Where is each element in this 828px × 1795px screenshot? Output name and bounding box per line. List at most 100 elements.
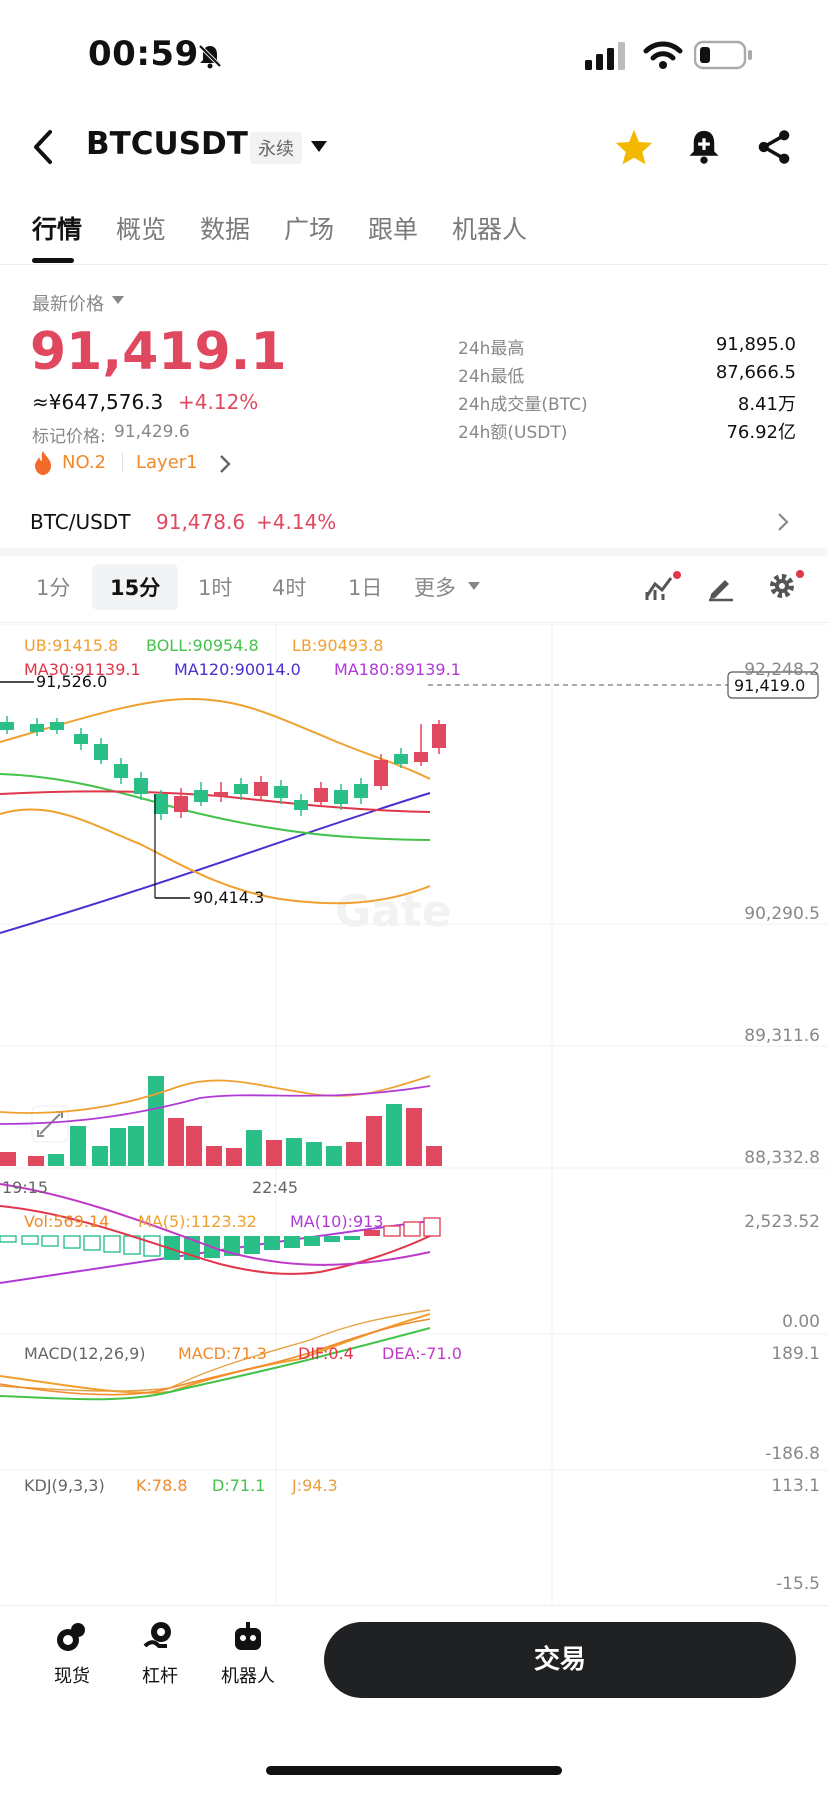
volume-bar xyxy=(206,1146,222,1166)
wifi-icon xyxy=(643,41,683,69)
divider xyxy=(0,264,828,265)
tab-bots[interactable]: 机器人 xyxy=(452,215,528,244)
vol-ma5: MA(5):1123.32 xyxy=(138,1212,257,1231)
trade-button[interactable]: 交易 xyxy=(324,1622,796,1698)
price-axis-label: 88,332.8 xyxy=(744,1148,820,1168)
volume-bar xyxy=(426,1146,442,1166)
volume-bar xyxy=(110,1128,126,1166)
indicators-icon[interactable] xyxy=(644,570,682,604)
category-tag[interactable]: Layer1 xyxy=(136,452,198,473)
status-time: 00:59 xyxy=(88,34,199,74)
volume-bar xyxy=(128,1126,144,1166)
signal-icon xyxy=(585,42,625,70)
candle-body xyxy=(154,794,168,814)
chevron-right-icon[interactable] xyxy=(218,454,232,474)
interval-1d[interactable]: 1日 xyxy=(348,576,383,600)
volume-bar xyxy=(226,1148,242,1166)
volume-bar xyxy=(346,1142,362,1166)
candle-body xyxy=(214,792,228,796)
macd-bar xyxy=(63,1235,81,1249)
robot-icon xyxy=(235,1622,261,1650)
caret-down-icon[interactable] xyxy=(468,582,480,591)
macd-bar xyxy=(324,1236,340,1242)
candle-body xyxy=(354,784,368,798)
macd-value: MACD:71.3 xyxy=(178,1344,267,1363)
draw-pen-icon[interactable] xyxy=(706,572,736,602)
spot-price: 91,478.6 xyxy=(156,510,246,534)
volume-bar xyxy=(306,1142,322,1166)
rank-badge[interactable]: NO.2 xyxy=(62,452,107,473)
volume-bar xyxy=(286,1138,302,1166)
tab-square[interactable]: 广场 xyxy=(284,215,335,244)
candle-body xyxy=(314,788,328,802)
interval-1m[interactable]: 1分 xyxy=(36,576,71,600)
high-annotation: 91,526.0 xyxy=(36,672,107,691)
chevron-right-icon[interactable] xyxy=(776,512,790,532)
symbol-dropdown-icon[interactable] xyxy=(310,140,328,154)
candle-body xyxy=(94,744,108,760)
macd-axis-bottom: -186.8 xyxy=(765,1444,820,1464)
section-gap xyxy=(0,548,828,556)
volume-bar xyxy=(326,1146,342,1166)
star-favorite-icon[interactable] xyxy=(614,128,654,166)
interval-more[interactable]: 更多 xyxy=(414,576,456,600)
macd-bar xyxy=(344,1236,360,1240)
settings-gear-icon[interactable] xyxy=(766,568,806,604)
price-axis-label: 89,311.6 xyxy=(744,1026,820,1046)
time-axis-label: 19:15 xyxy=(2,1178,49,1197)
current-price-tag: 91,419.0 xyxy=(734,676,805,695)
tab-data[interactable]: 数据 xyxy=(200,215,251,244)
vol-axis-top: 2,523.52 xyxy=(744,1212,820,1232)
volume-bar xyxy=(186,1126,202,1166)
macd-bar xyxy=(284,1236,300,1248)
interval-4h[interactable]: 4时 xyxy=(272,576,307,600)
divider xyxy=(0,622,828,623)
fire-icon xyxy=(35,451,51,475)
macd-dif: DIF:0.4 xyxy=(298,1344,354,1363)
price-alert-icon[interactable] xyxy=(686,128,722,166)
caret-down-icon[interactable] xyxy=(112,296,124,305)
margin-nav-button[interactable]: 杠杆 xyxy=(120,1620,200,1688)
tab-copy-trading[interactable]: 跟单 xyxy=(368,215,419,244)
spot-nav-label: 现货 xyxy=(54,1666,90,1687)
symbol-title[interactable]: BTCUSDT xyxy=(86,126,248,162)
stat-value: 91,895.0 xyxy=(715,334,796,355)
volume-bar xyxy=(0,1152,16,1166)
back-icon[interactable] xyxy=(28,128,58,166)
candle-body xyxy=(334,790,348,804)
tab-market[interactable]: 行情 xyxy=(32,215,83,244)
macd-bar xyxy=(21,1235,39,1245)
macd-bar xyxy=(403,1221,421,1237)
price-change-pct: +4.12% xyxy=(178,390,259,414)
bot-nav-button[interactable]: 机器人 xyxy=(208,1620,288,1688)
macd-bar xyxy=(41,1235,59,1247)
last-price-label[interactable]: 最新价格 xyxy=(32,294,104,315)
volume-bar xyxy=(148,1076,164,1166)
stat-value: 8.41万 xyxy=(737,394,796,415)
tab-overview[interactable]: 概览 xyxy=(116,215,167,244)
share-icon[interactable] xyxy=(756,128,792,166)
interval-1h[interactable]: 1时 xyxy=(198,576,233,600)
macd-bar xyxy=(164,1236,180,1260)
price-cny: ≈¥647,576.3 xyxy=(32,390,164,414)
candle-body xyxy=(414,752,428,762)
kline-chart[interactable]: Gate 91,526.0 90,414.3 91,419.0 xyxy=(0,624,828,1604)
candle-body xyxy=(174,796,188,812)
macd-bar xyxy=(224,1236,240,1256)
candle-body xyxy=(134,778,148,794)
volume-bar xyxy=(406,1108,422,1166)
candle-body xyxy=(254,782,268,796)
macd-bar xyxy=(264,1236,280,1250)
spot-change: +4.14% xyxy=(256,510,337,534)
macd-bar xyxy=(364,1230,380,1236)
home-indicator[interactable] xyxy=(266,1766,562,1775)
vol-axis-bottom: 0.00 xyxy=(782,1312,820,1332)
interval-15m[interactable]: 15分 xyxy=(92,564,179,610)
ma30-value: MA30:91139.1 xyxy=(24,660,141,679)
price-axis-label: 90,290.5 xyxy=(744,904,820,924)
kdj-j: J:94.3 xyxy=(292,1476,338,1495)
ma180-value: MA180:89139.1 xyxy=(334,660,461,679)
spot-nav-button[interactable]: 现货 xyxy=(32,1620,112,1688)
candle-body xyxy=(114,764,128,778)
macd-bar xyxy=(0,1235,17,1243)
